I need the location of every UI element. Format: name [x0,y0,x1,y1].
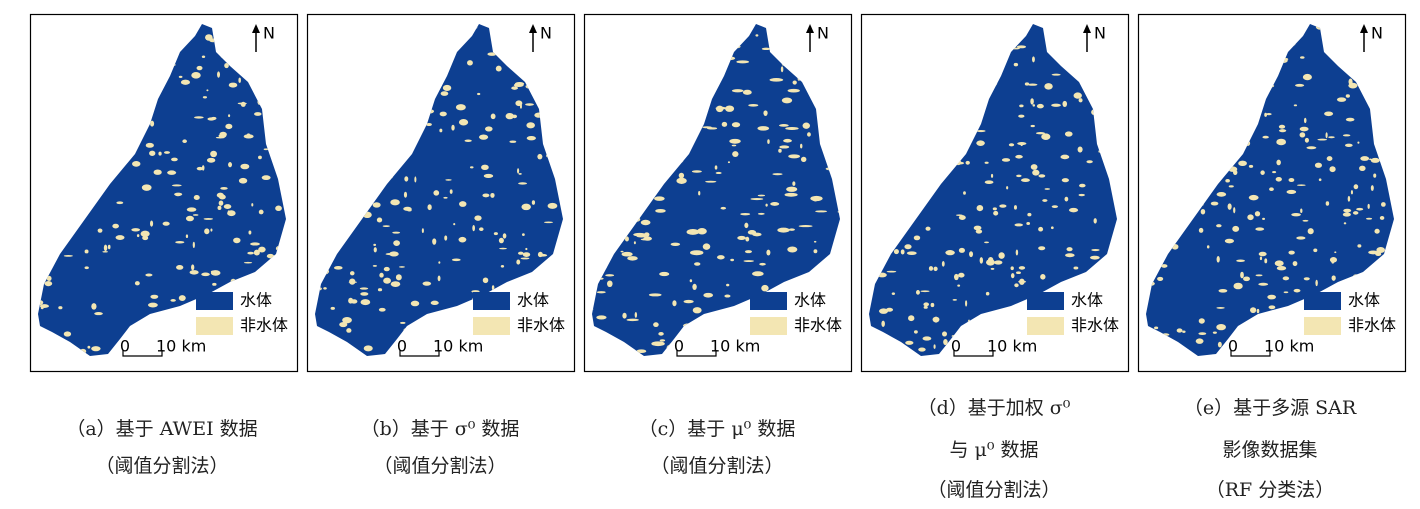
legend-label: 非水体 [794,316,842,335]
legend-swatch-nonwater [196,317,233,335]
legend-swatch-nonwater [750,317,787,335]
caption-line: （c）基于 μ⁰ 数据 [639,418,796,440]
water-area [315,24,563,356]
scale-label: 10 km [1264,337,1314,356]
legend-label: 水体 [517,291,549,310]
caption-line: （阈值分割法） [927,479,1060,501]
legend-swatch-water [473,292,510,310]
legend-label: 非水体 [240,316,288,335]
legend-label: 非水体 [1071,316,1119,335]
scale-bar [1230,350,1271,357]
water-area [869,24,1117,356]
legend-swatch-water [1304,292,1341,310]
legend-label: 水体 [1348,291,1380,310]
scale-label: 0 [120,337,130,356]
caption-line: （d）基于加权 σ⁰ [918,397,1071,419]
water-area [592,24,840,356]
north-arrow-head [806,24,814,33]
legend-swatch-nonwater [473,317,510,335]
north-label: N [540,24,552,43]
caption-line: （阈值分割法） [373,455,506,477]
scale-bar [953,350,994,357]
north-arrow-head [1360,24,1368,33]
scale-bar [122,350,163,357]
north-label: N [263,24,275,43]
caption-line: （b）基于 σ⁰ 数据 [361,418,520,440]
caption-line: （e）基于多源 SAR [1184,397,1357,419]
caption-line: （阈值分割法） [650,455,783,477]
north-arrow-head [252,24,260,33]
legend-swatch-water [750,292,787,310]
caption-line: （a）基于 AWEI 数据 [66,418,257,440]
water-area [38,24,286,356]
legend-label: 非水体 [1348,316,1396,335]
scale-label: 10 km [156,337,206,356]
caption-line: 与 μ⁰ 数据 [949,439,1038,461]
north-label: N [1371,24,1383,43]
legend-label: 水体 [794,291,826,310]
scale-label: 0 [951,337,961,356]
north-arrow-head [529,24,537,33]
caption-line: （RF 分类法） [1206,479,1335,501]
legend-label: 水体 [1071,291,1103,310]
caption-line: （阈值分割法） [95,455,228,477]
north-label: N [1094,24,1106,43]
scale-label: 10 km [710,337,760,356]
legend-label: 非水体 [517,316,565,335]
scale-label: 10 km [433,337,483,356]
scale-label: 0 [674,337,684,356]
legend-swatch-water [1027,292,1064,310]
legend-label: 水体 [240,291,272,310]
scale-label: 10 km [987,337,1037,356]
scale-bar [676,350,717,357]
legend-swatch-nonwater [1304,317,1341,335]
scale-label: 0 [1228,337,1238,356]
caption-line: 影像数据集 [1222,439,1317,461]
legend-swatch-nonwater [1027,317,1064,335]
north-label: N [817,24,829,43]
legend-swatch-water [196,292,233,310]
scale-bar [399,350,440,357]
north-arrow-head [1083,24,1091,33]
scale-label: 0 [397,337,407,356]
